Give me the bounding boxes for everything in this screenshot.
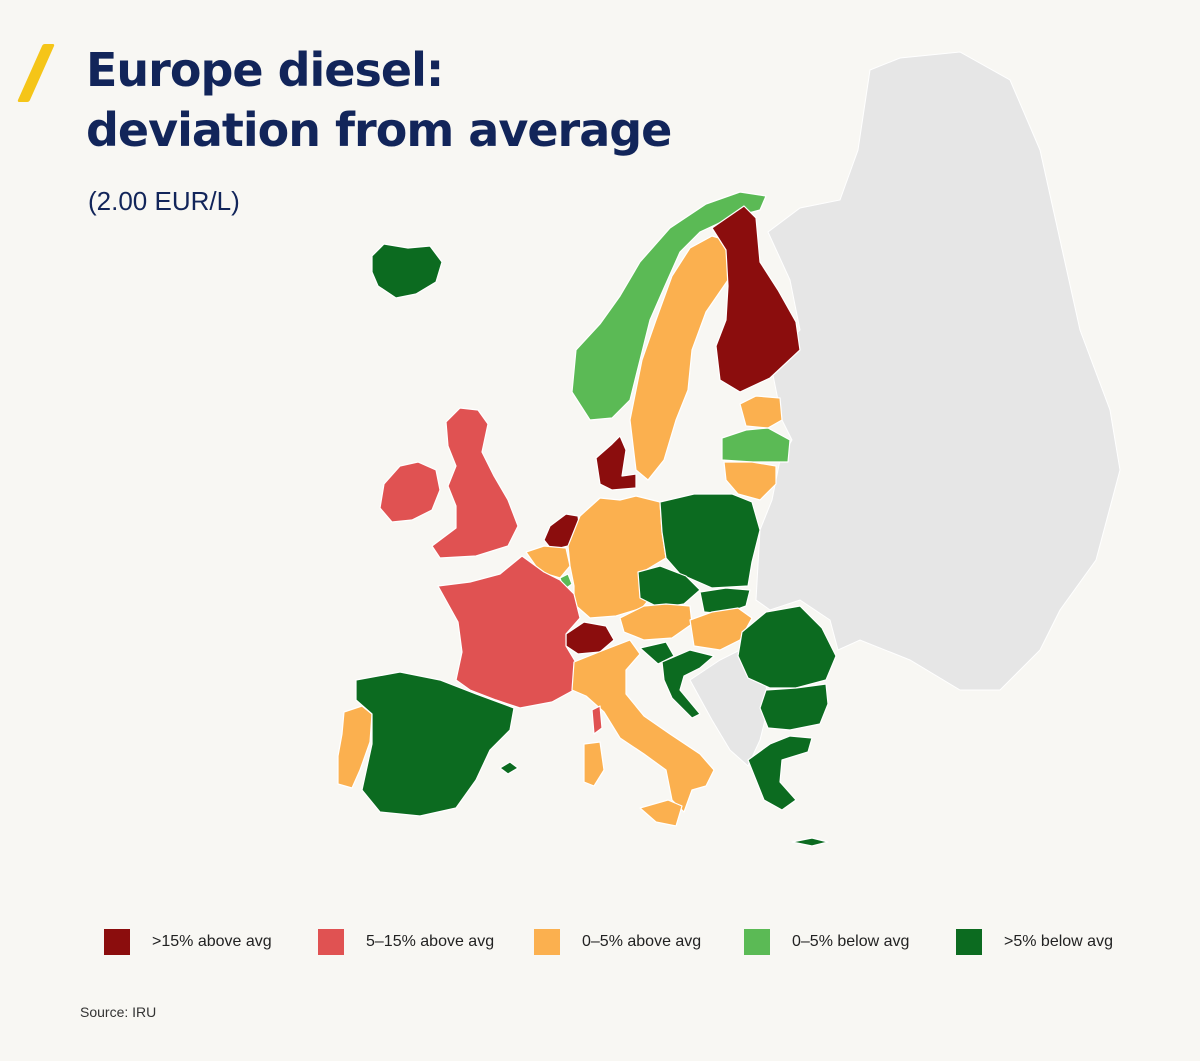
page-subtitle: (2.00 EUR/L) bbox=[88, 186, 240, 216]
region-sicily bbox=[639, 799, 683, 827]
region-latvia bbox=[721, 427, 791, 463]
region-italy bbox=[571, 639, 715, 813]
region-sweden bbox=[629, 235, 729, 481]
legend-label: 0–5% below avg bbox=[792, 933, 910, 950]
region-spain bbox=[355, 671, 515, 817]
region-romania bbox=[737, 605, 837, 689]
legend-item: 5–15% above avg bbox=[318, 928, 494, 956]
legend-swatch bbox=[534, 929, 560, 955]
legend-swatch bbox=[956, 929, 982, 955]
legend: >15% above avg 5–15% above avg 0–5% abov… bbox=[104, 928, 1144, 958]
region-lithuania bbox=[723, 461, 777, 501]
legend-label: 5–15% above avg bbox=[366, 933, 495, 950]
region-finland bbox=[711, 205, 801, 393]
region-ireland bbox=[379, 461, 441, 523]
region-france bbox=[437, 555, 581, 709]
region-denmark bbox=[595, 435, 637, 491]
page-title: Europe diesel: deviation from average bbox=[86, 40, 672, 160]
title-line-1: Europe diesel: bbox=[86, 43, 444, 97]
source-note: Source: IRU bbox=[80, 1004, 157, 1020]
legend-item: >5% below avg bbox=[956, 928, 1113, 956]
legend-swatch bbox=[744, 929, 770, 955]
legend-label: >15% above avg bbox=[152, 933, 272, 950]
legend-label: 0–5% above avg bbox=[582, 933, 702, 950]
region-czechia bbox=[637, 565, 701, 609]
legend-item: 0–5% above avg bbox=[534, 928, 701, 956]
region-slovenia bbox=[639, 641, 675, 665]
region-corsica bbox=[591, 705, 603, 735]
region-sardinia bbox=[583, 741, 605, 787]
legend-swatch bbox=[318, 929, 344, 955]
region-poland bbox=[659, 493, 761, 589]
region-united-kingdom bbox=[431, 407, 519, 559]
legend-label: >5% below avg bbox=[1004, 933, 1113, 950]
legend-swatch bbox=[104, 929, 130, 955]
legend-item: >15% above avg bbox=[104, 928, 272, 956]
region-bulgaria bbox=[759, 683, 829, 731]
region-greece bbox=[747, 735, 813, 811]
region-balearic-islands bbox=[499, 761, 519, 775]
region-russia bbox=[755, 51, 1121, 691]
region-crete bbox=[791, 837, 829, 847]
legend-item: 0–5% below avg bbox=[744, 928, 909, 956]
region-iceland bbox=[371, 243, 443, 299]
region-croatia bbox=[661, 649, 715, 719]
region-estonia bbox=[739, 395, 783, 429]
region-switzerland bbox=[565, 621, 615, 655]
title-line-2: deviation from average bbox=[86, 103, 672, 157]
